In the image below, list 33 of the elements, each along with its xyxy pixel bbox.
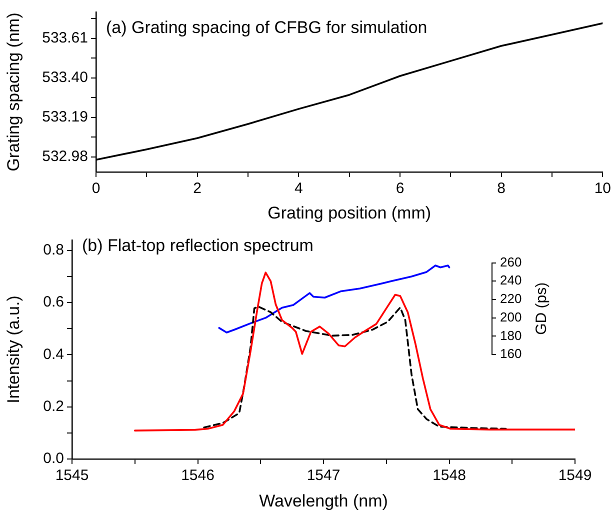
y-tick-label: 533.40 xyxy=(42,69,88,86)
x-axis-title: Wavelength (nm) xyxy=(259,491,388,510)
x-tick-label: 2 xyxy=(193,180,202,198)
y-tick-label: 533.61 xyxy=(42,29,88,46)
x-tick-label: 1545 xyxy=(55,467,89,484)
y2-tick-label: 200 xyxy=(500,309,522,324)
x-tick-label: 6 xyxy=(396,180,404,198)
y-tick-label: 533.19 xyxy=(42,108,88,126)
x-tick-label: 1547 xyxy=(306,467,340,484)
x-tick-label: 4 xyxy=(294,180,303,198)
y-axis-title: Intensity (a.u.) xyxy=(4,296,23,404)
y2-tick-label: 160 xyxy=(500,346,522,362)
y2-tick-label: 260 xyxy=(500,254,522,270)
x-axis-title: Grating position (mm) xyxy=(268,203,432,222)
chart-title: (a) Grating spacing of CFBG for simulation xyxy=(106,18,428,38)
y2-axis-title: GD (ps) xyxy=(533,282,550,335)
x-tick-label: 8 xyxy=(497,180,506,198)
y-tick-label: 0.8 xyxy=(43,242,64,259)
chart-title: (b) Flat-top reflection spectrum xyxy=(82,236,314,256)
x-tick-label: 1546 xyxy=(181,467,214,484)
y-tick-label: 0.4 xyxy=(43,346,64,363)
x-tick-label: 0 xyxy=(92,180,100,198)
x-tick-label: 10 xyxy=(594,180,611,198)
y-tick-label: 0.2 xyxy=(43,398,64,415)
y2-tick-label: 220 xyxy=(500,291,522,306)
y-axis-title: Grating spacing (nm) xyxy=(4,12,23,172)
y2-tick-label: 240 xyxy=(500,272,522,288)
y-tick-label: 532.98 xyxy=(42,148,88,166)
x-tick-label: 1549 xyxy=(558,467,592,484)
y-tick-label: 0.6 xyxy=(43,294,64,311)
x-tick-label: 1548 xyxy=(432,467,466,484)
y2-tick-label: 180 xyxy=(500,328,522,343)
y-tick-label: 0.0 xyxy=(43,450,64,468)
